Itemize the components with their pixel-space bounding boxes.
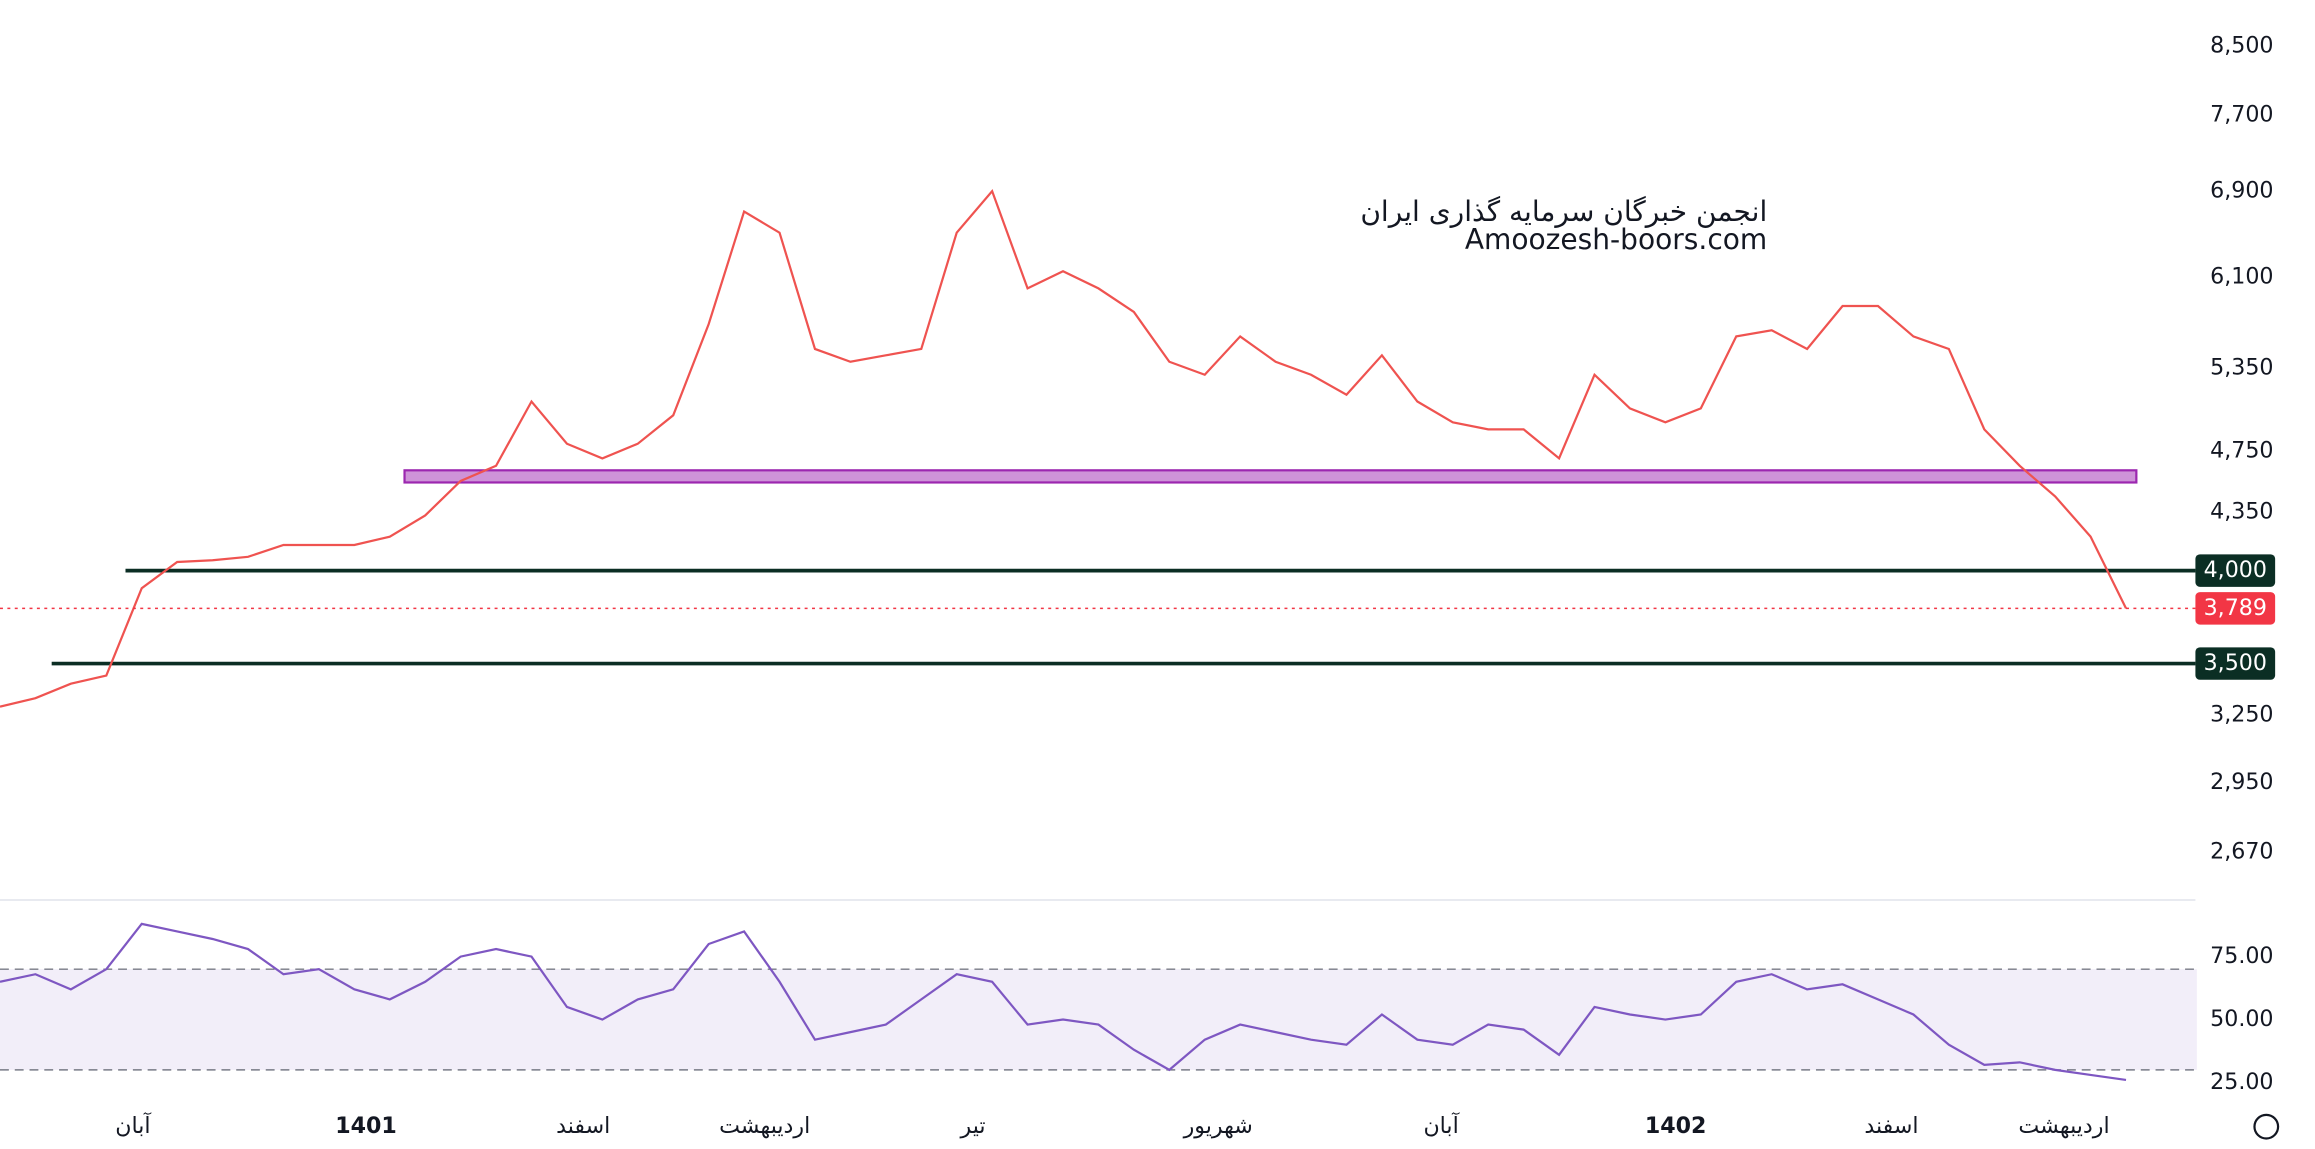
y-tick-label: 4,750 [2210,438,2273,464]
y-tick-label: 5,350 [2210,355,2273,381]
level-label-box [2195,647,2276,680]
last-price-label: 3,789 [2204,595,2267,621]
level-label: 4,000 [2204,557,2267,583]
last-price-box [2195,592,2276,625]
rsi-band [0,969,2197,1070]
x-tick-label: آبان [1423,1112,1459,1139]
y-tick-label: 3,250 [2210,702,2273,728]
x-tick-label: اسفند [556,1113,610,1139]
price-line [0,188,2128,708]
level-label: 3,500 [2204,650,2267,676]
x-tick-label: اردیبهشت [719,1113,810,1139]
y-tick-label: 4,350 [2210,499,2273,525]
watermark-title: انجمن خبرگان سرمایه گذاری ایران [1360,195,1767,228]
x-tick-label: اردیبهشت [2018,1113,2109,1139]
x-tick-label: 1402 [1645,1113,1707,1139]
x-tick-label: شهریور [1183,1113,1253,1139]
x-tick-label: اسفند [1864,1113,1918,1139]
x-tick-label: 1401 [335,1113,397,1139]
y-tick-label: 6,900 [2210,178,2273,204]
y-tick-label: 50.00 [2210,1006,2273,1032]
watermark-url: Amoozesh-boors.com [1465,223,1767,256]
y-tick-label: 8,500 [2210,32,2273,58]
y-tick-label: 2,950 [2210,769,2273,795]
price-line [0,922,2127,1082]
settings-icon[interactable] [2253,1113,2280,1140]
support-zone [403,469,2138,484]
y-tick-label: 7,700 [2210,101,2273,127]
y-tick-label: 2,670 [2210,838,2273,864]
x-tick-label: تیر [959,1113,985,1139]
level-label-box [2195,554,2276,587]
y-tick-label: 75.00 [2210,943,2273,969]
y-tick-label: 25.00 [2210,1069,2273,1095]
y-tick-label: 6,100 [2210,263,2273,289]
x-tick-label: آبان [115,1112,151,1139]
